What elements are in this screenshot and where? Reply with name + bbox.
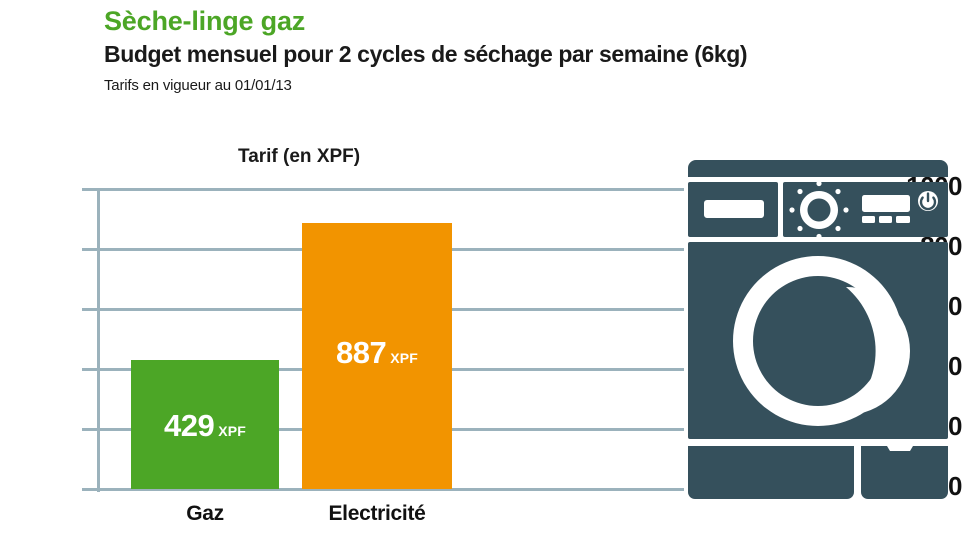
dryer-knob-dot [789,207,795,213]
dryer-knob-dot [816,180,822,187]
bar-2[interactable]: 887 XPF [302,222,452,489]
bar-value-number: 887 [335,334,387,370]
dryer-knob-dot [816,233,822,240]
y-axis-tick [82,428,98,431]
tariff-date-note: Tarifs en vigueur au 01/01/13 [104,76,292,94]
y-axis-tick [82,368,98,371]
gas-dryer-illustration [682,160,954,507]
bar-value-label: 887 XPF [302,335,452,371]
dryer-knob-dot [797,225,803,232]
bar-value-unit: XPF [390,349,419,366]
dryer-knob-dot [835,225,841,232]
x-axis-category-label: Gaz [186,502,224,525]
bar-1[interactable]: 429 XPF [131,360,279,489]
dryer-top-cap [688,160,948,177]
dryer-door-crescent [846,287,910,415]
gridline [97,188,684,191]
x-axis-category-label: Electricité [328,502,426,525]
y-axis-tick-label: 0 [948,471,962,501]
dryer-lower-left-panel [688,446,854,499]
gridline [97,488,684,491]
dryer-knob-dot [843,207,849,213]
y-axis-tick [82,308,98,311]
dryer-knob-ring [800,191,839,229]
header: Sèche-linge gaz Budget mensuel pour 2 cy… [104,6,944,94]
dryer-power-symbol [919,192,937,211]
dryer-segment-block [862,216,875,223]
y-axis-tick [82,248,98,251]
y-axis-title: Tarif (en XPF) [238,146,361,167]
dryer-lower-right-panel [861,446,948,499]
bar-value-label: 429 XPF [131,408,279,444]
y-axis-tick [82,188,98,191]
y-axis-line [97,189,100,492]
dryer-knob-dot [835,188,841,195]
bar-value-unit: XPF [218,423,247,440]
page-subtitle: Budget mensuel pour 2 cycles de séchage … [104,41,748,68]
dryer-segment-block [879,216,892,223]
y-axis-tick [82,488,98,491]
dryer-segment-display [862,195,910,212]
page-title: Sèche-linge gaz [104,6,306,36]
dryer-knob-dot [797,188,803,195]
dryer-display-bar [704,200,764,218]
dryer-segment-block [896,216,910,223]
bar-value-number: 429 [163,408,215,444]
